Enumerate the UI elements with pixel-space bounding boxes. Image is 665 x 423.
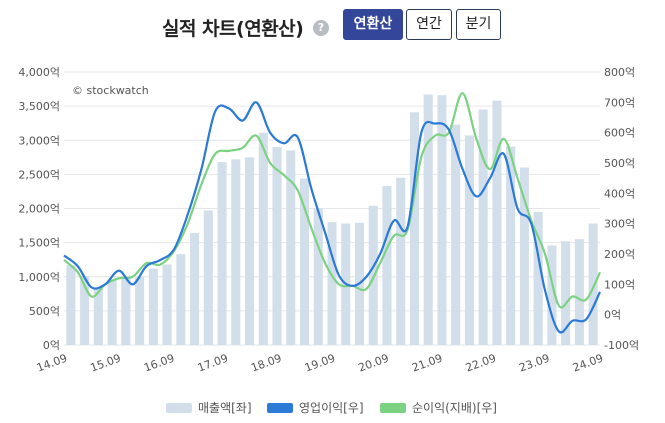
- revenue-bar: [561, 241, 571, 345]
- x-axis-tick-label: 14.09: [35, 352, 69, 375]
- revenue-bar: [574, 239, 584, 345]
- x-axis-tick-label: 24.09: [571, 352, 605, 375]
- revenue-bar: [93, 289, 103, 345]
- revenue-bar: [533, 211, 543, 345]
- revenue-bar: [231, 159, 241, 345]
- revenue-bar: [423, 94, 433, 346]
- left-axis-tick-label: 1,500억: [18, 237, 60, 250]
- revenue-bar: [588, 223, 598, 345]
- x-axis-tick-label: 23.09: [517, 352, 551, 375]
- x-axis-tick-label: 17.09: [196, 352, 230, 375]
- revenue-bar: [176, 254, 186, 345]
- x-axis-tick-label: 18.09: [249, 352, 283, 375]
- right-axis-tick-label: 300억: [604, 218, 635, 231]
- chart-title: 실적 차트(연환산): [162, 18, 304, 40]
- chart-watermark: © stockwatch: [72, 84, 149, 97]
- revenue-bar: [327, 222, 337, 345]
- legend-swatch-revenue: [166, 403, 192, 413]
- legend-swatch-net-income: [380, 403, 406, 413]
- right-axis-tick-label: 600억: [604, 127, 635, 140]
- left-axis-tick-label: 2,500억: [18, 168, 60, 181]
- revenue-bar: [506, 146, 516, 345]
- legend-label-revenue: 매출액[좌]: [198, 401, 252, 415]
- revenue-bar: [217, 162, 227, 345]
- left-axis-tick-label: 3,500억: [18, 100, 60, 113]
- revenue-bar: [162, 264, 172, 345]
- revenue-bar: [107, 279, 117, 345]
- right-axis-tick-label: 400억: [604, 187, 635, 200]
- revenue-bar: [451, 124, 461, 346]
- help-icon[interactable]: ?: [313, 20, 329, 36]
- revenue-bar: [135, 276, 145, 345]
- operating-profit-line: [63, 101, 601, 334]
- x-axis-tick-label: 20.09: [357, 352, 391, 375]
- right-axis-tick-label: 0억: [604, 309, 621, 322]
- legend-item-revenue[interactable]: 매출액[좌]: [166, 398, 252, 418]
- net-income-line: [63, 92, 601, 309]
- chart-header: 실적 차트(연환산) ? 연환산 연간 분기: [0, 8, 665, 44]
- tab-quarterly[interactable]: 분기: [456, 9, 501, 40]
- left-axis-tick-label: 3,000억: [18, 134, 60, 147]
- x-axis-tick-label: 22.09: [464, 352, 498, 375]
- left-axis-tick-label: 2,000억: [18, 203, 60, 216]
- left-axis-tick-label: 4,000억: [18, 66, 60, 79]
- left-axis-tick-label: 500억: [29, 305, 60, 318]
- revenue-bar: [478, 109, 488, 345]
- chart-legend: 매출액[좌] 영업이익[우] 순이익(지배)[우]: [0, 398, 665, 418]
- legend-swatch-operating-profit: [267, 403, 293, 413]
- revenue-bar: [464, 135, 474, 345]
- revenue-bar: [313, 208, 323, 345]
- right-axis-tick-label: 700억: [604, 96, 635, 109]
- left-axis-tick-label: 0억: [43, 339, 60, 352]
- left-axis-tick-label: 1,000억: [18, 271, 60, 284]
- revenue-bar: [492, 100, 502, 345]
- x-axis-tick-label: 16.09: [142, 352, 176, 375]
- tab-annual[interactable]: 연간: [406, 9, 452, 40]
- revenue-bar: [437, 95, 447, 345]
- revenue-bar: [258, 132, 268, 345]
- right-axis-tick-label: 800억: [604, 66, 635, 79]
- revenue-bar: [519, 167, 529, 345]
- legend-item-operating-profit[interactable]: 영업이익[우]: [267, 398, 364, 418]
- revenue-bar: [299, 178, 310, 345]
- revenue-bar: [203, 210, 213, 345]
- revenue-bar: [66, 265, 76, 345]
- revenue-bar: [286, 150, 296, 345]
- right-axis-tick-label: 500억: [604, 157, 635, 170]
- revenue-bar: [409, 112, 419, 345]
- revenue-bar: [80, 276, 90, 345]
- revenue-bar: [272, 147, 282, 345]
- legend-label-operating-profit: 영업이익[우]: [299, 401, 364, 415]
- right-axis-tick-label: -100억: [604, 339, 639, 352]
- revenue-bar: [245, 157, 255, 345]
- legend-label-net-income: 순이익(지배)[우]: [412, 401, 497, 415]
- right-axis-tick-label: 200억: [604, 248, 635, 261]
- x-axis-tick-label: 15.09: [89, 352, 123, 375]
- revenue-bar: [396, 177, 406, 345]
- tab-annualized[interactable]: 연환산: [343, 9, 403, 40]
- legend-item-net-income[interactable]: 순이익(지배)[우]: [380, 398, 497, 418]
- revenue-bar: [382, 185, 392, 345]
- revenue-bar: [547, 245, 557, 345]
- revenue-bar: [148, 268, 158, 345]
- revenue-bar: [190, 233, 200, 345]
- x-axis-tick-label: 21.09: [410, 352, 444, 375]
- right-axis-tick-label: 100억: [604, 278, 635, 291]
- x-axis-tick-label: 19.09: [303, 352, 337, 375]
- revenue-bar: [121, 276, 131, 345]
